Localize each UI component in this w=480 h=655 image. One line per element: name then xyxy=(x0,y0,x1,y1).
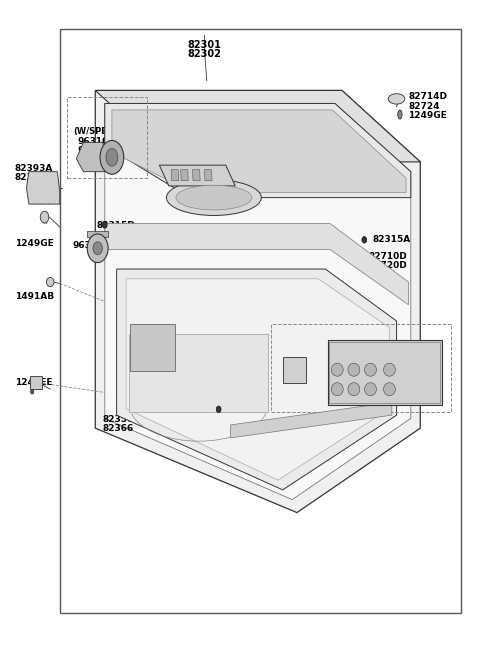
Text: 82724: 82724 xyxy=(408,102,440,111)
Text: 82714D: 82714D xyxy=(408,92,447,102)
Text: 1491AB: 1491AB xyxy=(14,292,54,301)
Polygon shape xyxy=(112,110,406,193)
Text: 82302: 82302 xyxy=(188,49,221,59)
Ellipse shape xyxy=(106,149,118,166)
Text: 93580A: 93580A xyxy=(155,142,193,151)
Text: (W/SPEAKER): (W/SPEAKER) xyxy=(73,127,136,136)
Text: 1249GE: 1249GE xyxy=(408,111,447,120)
Ellipse shape xyxy=(331,383,343,396)
Ellipse shape xyxy=(398,110,402,119)
Polygon shape xyxy=(105,223,408,305)
Text: 82720D: 82720D xyxy=(368,261,407,270)
Bar xyxy=(328,341,442,405)
Polygon shape xyxy=(180,170,188,181)
Text: 82394A: 82394A xyxy=(14,173,53,182)
Ellipse shape xyxy=(87,234,108,263)
Polygon shape xyxy=(230,402,392,438)
Polygon shape xyxy=(159,165,235,186)
Ellipse shape xyxy=(364,364,376,376)
Bar xyxy=(271,324,451,412)
Text: 82315A: 82315A xyxy=(207,417,245,426)
Ellipse shape xyxy=(93,242,102,255)
Ellipse shape xyxy=(176,185,252,210)
Ellipse shape xyxy=(331,364,343,376)
Bar xyxy=(329,343,440,403)
Polygon shape xyxy=(105,103,411,198)
Ellipse shape xyxy=(47,278,54,287)
Polygon shape xyxy=(129,334,268,412)
Polygon shape xyxy=(76,142,109,172)
Polygon shape xyxy=(204,170,212,181)
Text: 82241: 82241 xyxy=(257,138,288,146)
Polygon shape xyxy=(192,170,200,181)
Polygon shape xyxy=(26,172,60,204)
Text: 82315A: 82315A xyxy=(373,234,411,244)
Polygon shape xyxy=(96,90,420,162)
Text: (LH): (LH) xyxy=(285,335,307,344)
Ellipse shape xyxy=(348,383,360,396)
Ellipse shape xyxy=(388,94,405,104)
Polygon shape xyxy=(105,103,411,500)
Text: 1249EE: 1249EE xyxy=(14,378,52,387)
Polygon shape xyxy=(126,279,389,480)
Ellipse shape xyxy=(102,221,107,228)
Ellipse shape xyxy=(384,364,396,376)
Text: (LH): (LH) xyxy=(276,328,297,337)
Text: 93570B: 93570B xyxy=(356,335,395,344)
Bar xyxy=(30,376,42,389)
Text: 93250A: 93250A xyxy=(297,351,335,360)
Ellipse shape xyxy=(31,390,34,394)
Bar xyxy=(283,357,306,383)
Polygon shape xyxy=(87,231,108,236)
Bar xyxy=(67,97,147,178)
Ellipse shape xyxy=(167,179,261,215)
Text: 82710D: 82710D xyxy=(368,252,407,261)
Ellipse shape xyxy=(100,140,124,174)
Text: 82301: 82301 xyxy=(188,40,221,50)
Ellipse shape xyxy=(40,212,49,223)
Ellipse shape xyxy=(216,406,221,413)
Text: 1249GE: 1249GE xyxy=(14,238,53,248)
Text: 82315D: 82315D xyxy=(96,221,135,230)
Text: 96310: 96310 xyxy=(73,241,104,250)
Polygon shape xyxy=(96,90,420,513)
Text: 96310: 96310 xyxy=(78,137,109,145)
Ellipse shape xyxy=(364,383,376,396)
Bar xyxy=(130,324,175,371)
Ellipse shape xyxy=(384,383,396,396)
Ellipse shape xyxy=(362,236,367,243)
Bar xyxy=(60,29,461,613)
Polygon shape xyxy=(171,170,179,181)
Text: 82393A: 82393A xyxy=(14,164,53,173)
Text: 82356B: 82356B xyxy=(102,415,141,424)
Text: 82231: 82231 xyxy=(257,128,288,137)
Text: 82366: 82366 xyxy=(102,424,133,434)
Text: 93555B: 93555B xyxy=(277,378,315,387)
Ellipse shape xyxy=(348,364,360,376)
Polygon shape xyxy=(117,269,396,490)
Text: 96320C: 96320C xyxy=(78,145,116,155)
